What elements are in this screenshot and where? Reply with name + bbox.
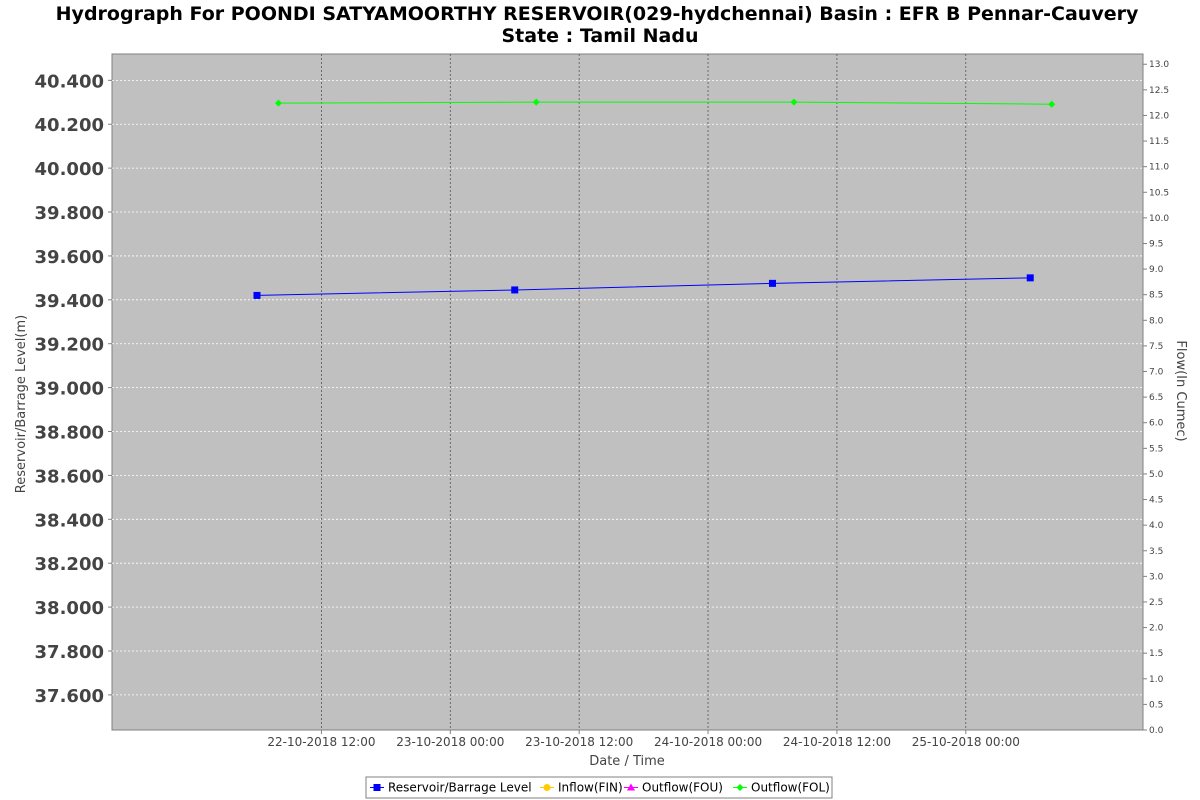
x-tick-label: 23-10-2018 12:00 (525, 735, 633, 749)
right-tick-label: 8.0 (1149, 316, 1164, 326)
chart-legend: Reservoir/Barrage Level Inflow(FIN) Outflo… (365, 776, 833, 799)
right-tick-label: 1.0 (1149, 675, 1164, 685)
right-tick-label: 9.0 (1149, 265, 1164, 275)
grid-lines (112, 54, 1143, 730)
data-point (790, 98, 798, 106)
data-point (274, 99, 282, 107)
legend-box (365, 776, 833, 799)
series-line (278, 101, 1052, 105)
left-tick-label: 37.600 (35, 686, 104, 707)
y-axis-right-label: Flow(In Cumec) (1173, 340, 1188, 441)
legend-marker (627, 783, 635, 791)
data-point (532, 98, 540, 106)
x-tick-label: 25-10-2018 00:00 (912, 735, 1020, 749)
right-tick-label: 13.0 (1149, 60, 1169, 70)
right-tick-label: 10.5 (1149, 188, 1169, 198)
right-tick-label: 5.0 (1149, 470, 1164, 480)
right-tick-label: 9.5 (1149, 239, 1163, 249)
right-tick-label: 4.0 (1149, 521, 1164, 531)
right-tick-label: 0.5 (1149, 700, 1163, 710)
right-tick-label: 4.5 (1149, 496, 1163, 506)
series-3 (274, 98, 1056, 108)
left-tick-label: 40.400 (35, 71, 104, 92)
left-tick-label: 39.600 (35, 247, 104, 268)
right-tick-label: 6.0 (1149, 419, 1164, 429)
series-line (256, 277, 1031, 296)
right-tick-label: 6.5 (1149, 393, 1163, 403)
data-point (768, 279, 776, 287)
right-tick-label: 1.5 (1149, 649, 1163, 659)
legend-marker (736, 784, 744, 791)
plot-area (111, 53, 1144, 731)
left-tick-label: 38.000 (35, 598, 104, 619)
left-tick-label: 37.800 (35, 642, 104, 663)
left-tick-label: 38.600 (35, 466, 104, 487)
right-tick-label: 2.0 (1149, 624, 1164, 634)
right-tick-label: 0.0 (1149, 726, 1164, 736)
left-tick-label: 39.800 (35, 203, 104, 224)
legend-label: Outflow(FOU) (642, 781, 723, 795)
data-point (1026, 274, 1034, 282)
left-tick-label: 40.200 (35, 115, 104, 136)
left-axis-ticks: 37.600 37.800 38.000 38.200 38.400 38.600 38.8… (35, 71, 112, 707)
right-tick-label: 2.5 (1149, 598, 1163, 608)
x-tick-label: 23-10-2018 00:00 (396, 735, 504, 749)
left-tick-label: 38.800 (35, 423, 104, 444)
left-tick-label: 38.400 (35, 510, 104, 531)
x-tick-label: 24-10-2018 12:00 (783, 735, 891, 749)
series-layer (253, 98, 1056, 299)
right-tick-label: 8.5 (1149, 291, 1163, 301)
legend-marker (543, 784, 551, 791)
right-tick-label: 7.5 (1149, 342, 1163, 352)
right-tick-label: 10.0 (1149, 214, 1169, 224)
right-tick-label: 3.5 (1149, 547, 1163, 557)
data-point (1048, 100, 1056, 108)
data-point (511, 286, 519, 294)
right-tick-label: 12.0 (1149, 111, 1169, 121)
x-tick-label: 24-10-2018 00:00 (654, 735, 762, 749)
series-0 (253, 274, 1034, 299)
right-tick-label: 11.0 (1149, 163, 1169, 173)
x-axis-ticks: 22-10-2018 12:00 23-10-2018 00:00 23-10-20… (267, 730, 1020, 749)
chart-title-line2: State : Tamil Nadu (501, 25, 698, 47)
legend-item: Outflow(FOL) (733, 781, 830, 795)
left-tick-label: 39.000 (35, 379, 104, 400)
data-point (253, 291, 261, 299)
right-axis-ticks: 0.0 0.5 1.0 1.5 2.0 2.5 3.0 3.5 4.0 4.5 5.0 5.5 6.0 6… (1143, 60, 1169, 736)
right-tick-label: 12.5 (1149, 86, 1169, 96)
chart-title-line1: Hydrograph For POONDI SATYAMOORTHY RESER… (56, 3, 1139, 25)
y-axis-left-label: Reservoir/Barrage Level(m) (14, 315, 29, 493)
right-tick-label: 7.0 (1149, 368, 1164, 378)
right-tick-label: 3.0 (1149, 572, 1164, 582)
left-tick-label: 40.000 (35, 159, 104, 180)
right-tick-label: 5.5 (1149, 444, 1163, 454)
legend-item: Outflow(FOU) (624, 781, 723, 795)
legend-label: Inflow(FIN) (558, 781, 623, 795)
x-axis-label: Date / Time (589, 754, 665, 769)
left-tick-label: 39.400 (35, 291, 104, 312)
left-tick-label: 38.200 (35, 554, 104, 575)
left-tick-label: 39.200 (35, 335, 104, 356)
legend-label: Outflow(FOL) (751, 781, 830, 795)
legend-marker (373, 784, 381, 791)
legend-item: Inflow(FIN) (540, 781, 623, 795)
x-tick-label: 22-10-2018 12:00 (267, 735, 375, 749)
right-tick-label: 11.5 (1149, 137, 1169, 147)
legend-label: Reservoir/Barrage Level (388, 781, 532, 795)
legend-item: Reservoir/Barrage Level (370, 781, 532, 795)
